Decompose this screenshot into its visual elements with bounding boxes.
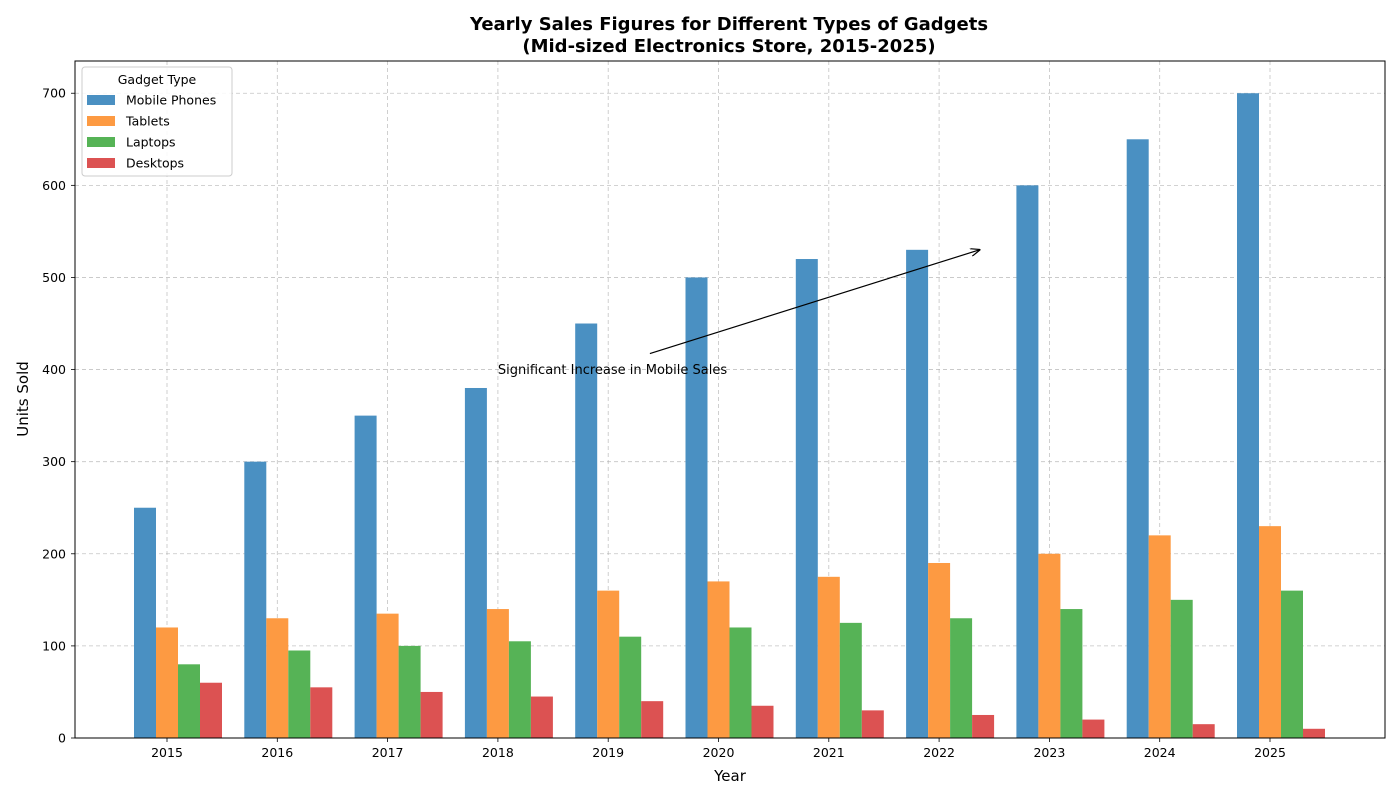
legend-label-tablets: Tablets [125, 114, 170, 129]
bars-layer [134, 93, 1325, 739]
bar-tablets-2023 [1038, 553, 1061, 738]
ticks-layer: 2015 2016 2017 2018 2019 2020 2021 2022 2023 2024… [42, 86, 1286, 760]
bar-desktops-2025 [1303, 728, 1325, 738]
bar-mobile-phones-2025 [1237, 93, 1259, 739]
legend-items: Mobile Phones Tablets Laptops Desktops [87, 93, 216, 171]
bar-mobile-phones-2023 [1016, 185, 1039, 739]
bar-laptops-2022 [950, 618, 973, 738]
bar-mobile-phones-2021 [795, 259, 818, 738]
bar-mobile-phones-2018 [464, 387, 487, 738]
bar-laptops-2021 [839, 622, 862, 738]
bar-mobile-phones-2019 [575, 323, 598, 738]
bar-mobile-phones-2024 [1126, 139, 1149, 739]
y-axis-label: Units Sold [14, 361, 32, 437]
annotation-arrow [649, 250, 980, 355]
y-tick-label: 600 [42, 178, 66, 193]
bar-laptops-2020 [729, 627, 752, 738]
x-tick-label: 2016 [261, 745, 293, 760]
bar-desktops-2023 [1082, 719, 1105, 738]
bar-tablets-2025 [1259, 526, 1281, 738]
bar-desktops-2021 [861, 710, 884, 738]
bar-laptops-2017 [398, 645, 421, 738]
y-tick-label: 200 [42, 546, 66, 561]
x-axis-label: Year [713, 767, 747, 785]
legend-frame [81, 66, 233, 177]
bar-tablets-2016 [266, 618, 289, 738]
y-tick-label: 500 [42, 270, 66, 285]
bar-mobile-phones-2020 [685, 277, 708, 738]
x-tick-label: 2020 [703, 745, 735, 760]
bar-tablets-2020 [707, 581, 730, 738]
x-tick-label: 2024 [1144, 745, 1176, 760]
bar-desktops-2017 [420, 691, 443, 738]
legend-label-desktops: Desktops [126, 156, 184, 171]
x-tick-label: 2025 [1254, 745, 1286, 760]
y-tick-label: 700 [42, 86, 66, 101]
bar-tablets-2017 [376, 613, 399, 738]
bar-tablets-2019 [597, 590, 620, 738]
bar-laptops-2016 [288, 650, 311, 738]
legend-label-mobile-phones: Mobile Phones [126, 93, 216, 108]
bar-desktops-2018 [530, 696, 553, 738]
bar-desktops-2022 [972, 714, 995, 738]
bar-mobile-phones-2016 [244, 461, 267, 738]
legend-swatch-tablets [87, 116, 115, 126]
annotation: Significant Increase in Mobile Sales [498, 250, 980, 378]
y-tick-label: 400 [42, 362, 66, 377]
y-tick-label: 100 [42, 638, 66, 653]
x-tick-label: 2021 [813, 745, 845, 760]
legend-label-laptops: Laptops [126, 135, 176, 150]
bar-laptops-2025 [1281, 590, 1303, 738]
chart-subtitle: (Mid-sized Electronics Store, 2015-2025) [522, 36, 935, 57]
legend: Gadget Type Mobile Phones Tablets Laptops D… [81, 66, 233, 177]
legend-swatch-laptops [87, 137, 115, 147]
bar-mobile-phones-2017 [354, 415, 377, 738]
x-tick-label: 2017 [372, 745, 404, 760]
bar-desktops-2016 [310, 687, 333, 738]
bar-mobile-phones-2015 [134, 507, 156, 738]
x-tick-label: 2022 [923, 745, 955, 760]
annotation-text: Significant Increase in Mobile Sales [498, 363, 727, 378]
bar-tablets-2022 [928, 562, 951, 738]
bar-mobile-phones-2022 [906, 249, 929, 738]
x-tick-label: 2018 [482, 745, 514, 760]
bar-tablets-2024 [1148, 535, 1171, 738]
bar-tablets-2015 [156, 627, 178, 738]
bar-desktops-2020 [751, 705, 774, 738]
bar-tablets-2018 [486, 609, 509, 738]
bar-desktops-2019 [641, 701, 664, 738]
bar-laptops-2023 [1060, 609, 1083, 738]
x-tick-label: 2023 [1033, 745, 1065, 760]
legend-swatch-mobile-phones [87, 95, 115, 105]
bar-laptops-2024 [1170, 599, 1193, 738]
bar-tablets-2021 [817, 576, 840, 738]
y-tick-label: 0 [58, 731, 66, 746]
bar-laptops-2019 [619, 636, 642, 738]
bar-desktops-2015 [200, 682, 222, 738]
legend-title: Gadget Type [118, 72, 197, 87]
bar-desktops-2024 [1192, 724, 1215, 738]
x-tick-label: 2019 [592, 745, 624, 760]
legend-swatch-desktops [87, 158, 115, 168]
plot-frame [74, 60, 1386, 739]
chart-title: Yearly Sales Figures for Different Types… [469, 14, 988, 35]
y-tick-label: 300 [42, 454, 66, 469]
x-tick-label: 2015 [151, 745, 183, 760]
bar-laptops-2018 [508, 641, 531, 738]
bar-laptops-2015 [178, 664, 200, 738]
